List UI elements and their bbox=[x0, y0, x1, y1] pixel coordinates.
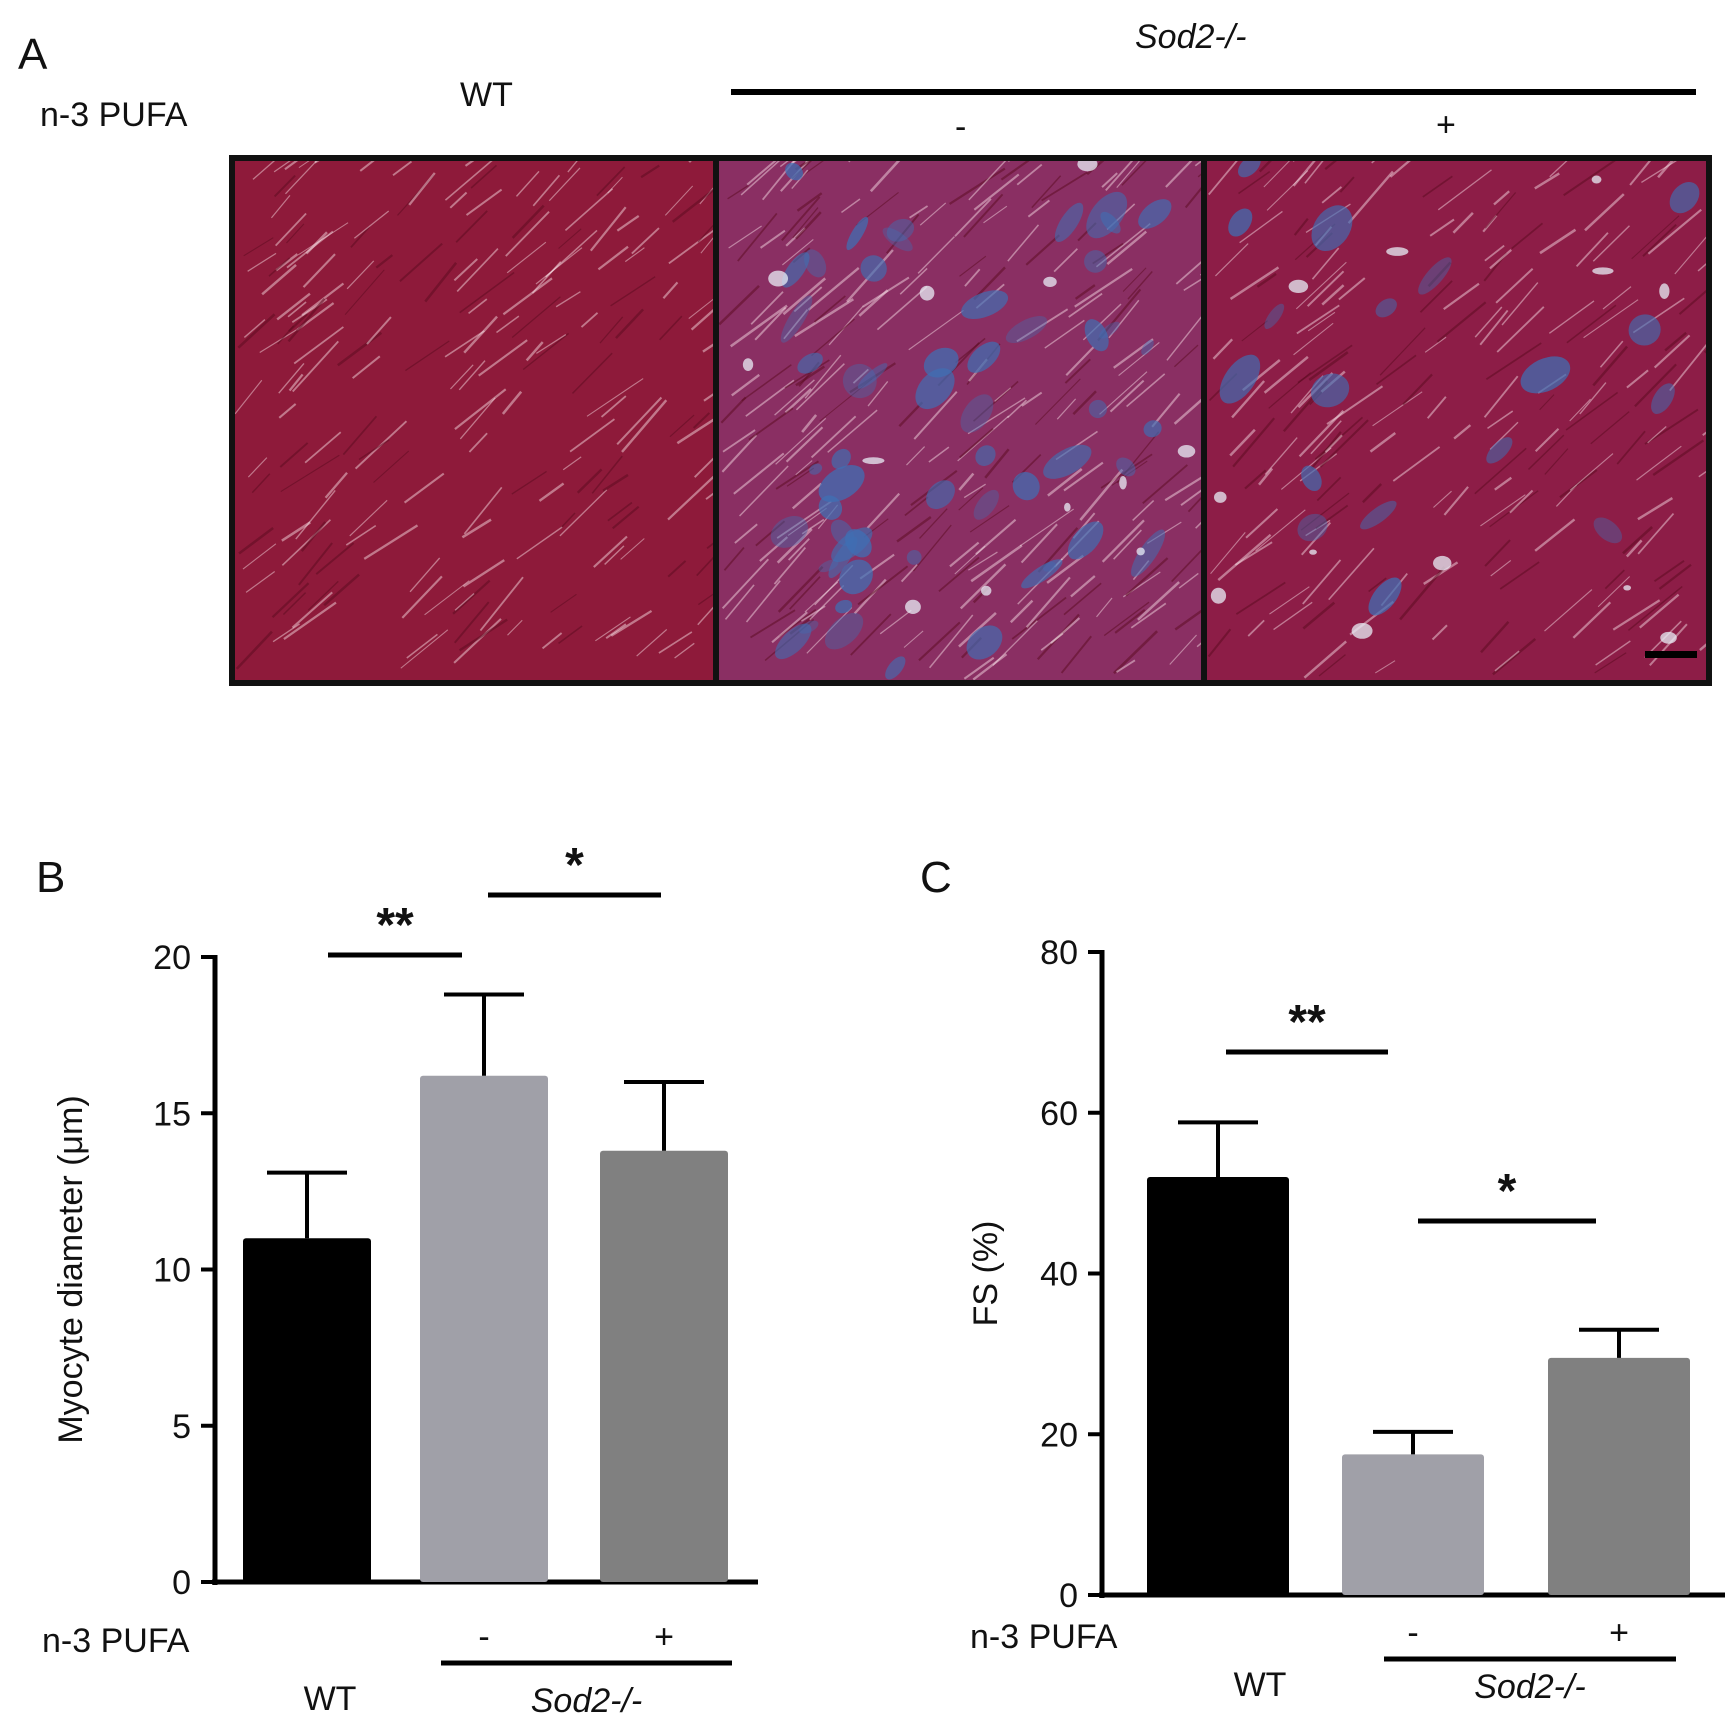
histology-strip bbox=[229, 155, 1712, 686]
c-bar-1 bbox=[1342, 1454, 1484, 1595]
panel-a-plus-label: + bbox=[1436, 106, 1456, 144]
panel-a-minus-label: - bbox=[955, 108, 967, 146]
c-row-label: n-3 PUFA bbox=[970, 1618, 1118, 1656]
c-bar-0 bbox=[1147, 1177, 1289, 1595]
wt-histology-image bbox=[235, 161, 713, 680]
sod2-plus-tile-background bbox=[1207, 161, 1706, 680]
scale-bar bbox=[1645, 651, 1697, 658]
sod2-minus-tile-background bbox=[719, 161, 1201, 680]
sod2-minus-histology-image bbox=[719, 161, 1201, 680]
panel-a-wt-label: WT bbox=[460, 76, 513, 114]
c-minus-label: - bbox=[1407, 1614, 1418, 1652]
sod2-minus-tile-white-gaps bbox=[742, 161, 1196, 614]
wt-tissue bbox=[235, 161, 713, 680]
panel-c-letter: C bbox=[920, 853, 952, 902]
b-y-tick-label: 15 bbox=[153, 1095, 191, 1133]
b-bar-1 bbox=[420, 1075, 548, 1582]
b-y-axis-label: Myocyte diameter (μm) bbox=[52, 1095, 90, 1443]
c-group-label: Sod2-/- bbox=[1474, 1668, 1586, 1706]
b-plus-label: + bbox=[654, 1618, 674, 1656]
c-y-tick-label: 80 bbox=[1040, 934, 1078, 972]
sod2-minus-tile-fibrosis bbox=[770, 162, 1172, 680]
c-y-tick-label: 0 bbox=[1059, 1577, 1078, 1615]
c-bar-2 bbox=[1548, 1357, 1690, 1595]
b-significance-label-0: ** bbox=[376, 899, 414, 952]
wt-tile-fibers bbox=[235, 161, 713, 670]
b-y-tick-label: 20 bbox=[153, 939, 191, 977]
c-significance-label-0: ** bbox=[1288, 996, 1326, 1049]
sod2-plus-tile-white-gaps bbox=[1210, 175, 1677, 644]
c-y-tick-label: 20 bbox=[1040, 1416, 1078, 1454]
sod2-plus-histology-image bbox=[1207, 161, 1706, 680]
panel-a-letter: A bbox=[18, 30, 48, 79]
c-significance-label-1: * bbox=[1498, 1165, 1517, 1218]
b-minus-label: - bbox=[478, 1618, 489, 1656]
b-y-tick-label: 5 bbox=[172, 1408, 191, 1446]
panel-a-group-line bbox=[731, 89, 1696, 95]
b-group-label: Sod2-/- bbox=[531, 1682, 643, 1720]
sod2-plus-tile-fibrosis bbox=[1219, 161, 1700, 616]
panel-a-row-label: n-3 PUFA bbox=[40, 96, 188, 134]
b-y-tick-label: 10 bbox=[153, 1252, 191, 1290]
c-plus-label: + bbox=[1609, 1614, 1629, 1652]
c-wt-label: WT bbox=[1234, 1666, 1287, 1704]
b-y-tick-label: 0 bbox=[172, 1564, 191, 1602]
b-bar-0 bbox=[243, 1238, 371, 1582]
c-y-axis-label: FS (%) bbox=[967, 1221, 1005, 1327]
b-significance-label-1: * bbox=[565, 839, 584, 892]
sod2-plus-tissue bbox=[1207, 161, 1706, 680]
b-wt-label: WT bbox=[304, 1680, 357, 1718]
b-bar-2 bbox=[600, 1150, 728, 1582]
c-y-tick-label: 60 bbox=[1040, 1095, 1078, 1133]
panel-a-group-label: Sod2-/- bbox=[1135, 18, 1247, 56]
panel-b-letter: B bbox=[36, 853, 66, 902]
b-row-label: n-3 PUFA bbox=[42, 1622, 190, 1660]
sod2-minus-tissue bbox=[719, 161, 1201, 680]
c-y-tick-label: 40 bbox=[1040, 1256, 1078, 1294]
